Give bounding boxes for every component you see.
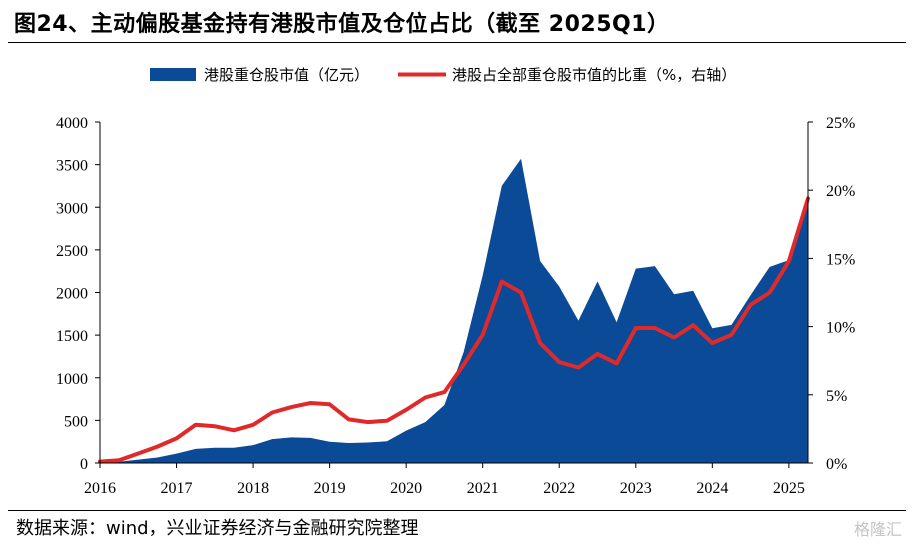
left-axis-tick-label: 1000: [56, 371, 88, 388]
x-axis-tick-label: 2022: [543, 480, 575, 497]
x-axis-tick-label: 2025: [773, 480, 805, 497]
right-axis-tick-label: 10%: [826, 320, 855, 337]
legend-label-line: 港股占全部重仓股市值的比重（%，右轴）: [452, 66, 736, 84]
left-axis-tick-label: 0: [80, 456, 88, 473]
left-axis-tick-label: 3500: [56, 158, 88, 175]
x-axis-tick-label: 2018: [237, 480, 269, 497]
data-source-note: 数据来源：wind，兴业证券经济与金融研究院整理: [16, 518, 419, 539]
left-axis-tick-label: 1500: [56, 328, 88, 345]
x-axis-tick-label: 2016: [84, 480, 116, 497]
legend-label-area: 港股重仓股市值（亿元）: [204, 66, 369, 84]
right-axis-tick-label: 15%: [826, 251, 855, 268]
footer-divider: [8, 510, 906, 511]
right-axis-tick-label: 25%: [826, 115, 855, 132]
right-axis-tick-label: 0%: [826, 456, 847, 473]
x-axis-tick-label: 2023: [620, 480, 652, 497]
series-line-hk-ratio: [98, 196, 810, 464]
right-axis-tick-label: 5%: [826, 388, 847, 405]
watermark-logo: 格隆汇: [853, 520, 902, 539]
left-axis-tick-label: 2500: [56, 243, 88, 260]
chart-title: 图24、主动偏股基金持有港股市值及仓位占比（截至 2025Q1）: [14, 12, 670, 37]
x-axis-tick-label: 2021: [467, 480, 499, 497]
x-axis-tick-label: 2020: [390, 480, 422, 497]
right-axis-tick-label: 20%: [826, 183, 855, 200]
left-axis-tick-label: 2000: [56, 286, 88, 303]
title-divider: [8, 42, 906, 43]
x-axis-tick-label: 2024: [696, 480, 728, 497]
series-area-hk-market-value: [100, 158, 808, 463]
x-axis-tick-label: 2017: [161, 480, 193, 497]
left-axis-tick-label: 3000: [56, 200, 88, 217]
legend-swatch-area: [150, 68, 196, 81]
left-axis-tick-label: 500: [64, 413, 88, 430]
x-axis-tick-label: 2019: [314, 480, 346, 497]
left-axis-tick-label: 4000: [56, 115, 88, 132]
